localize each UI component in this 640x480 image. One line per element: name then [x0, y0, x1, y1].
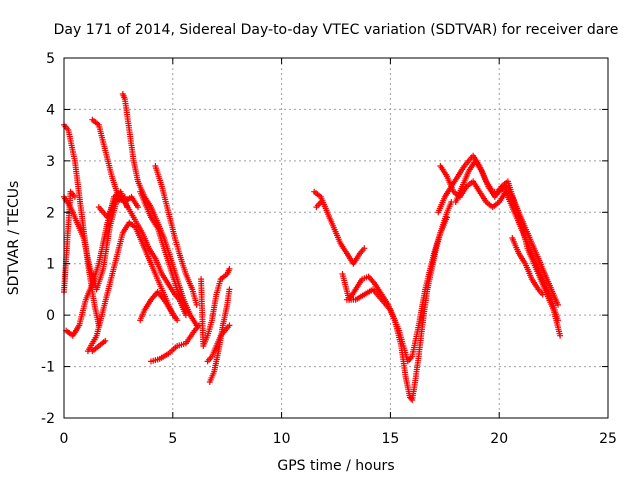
- y-axis-label: SDTVAR / TECUs: [6, 181, 22, 296]
- data-point: [226, 286, 233, 293]
- tick-labels: 0 5 10 15 20 25 -2 -1 0 1 2 3 4 5: [41, 51, 617, 447]
- y-tick-label: 0: [46, 308, 55, 324]
- y-tick-label: 2: [46, 205, 55, 221]
- y-tick-label: 5: [46, 51, 55, 67]
- data-point: [539, 291, 546, 298]
- axis-ticks: [63, 57, 609, 419]
- data-point: [193, 301, 200, 308]
- x-tick-label: 20: [490, 431, 508, 447]
- data-point: [174, 317, 181, 324]
- plot-frame: [63, 57, 609, 419]
- data-point: [226, 322, 233, 329]
- y-tick-label: 1: [46, 257, 55, 273]
- x-tick-label: 0: [60, 431, 69, 447]
- data-point: [226, 265, 233, 272]
- x-tick-label: 10: [273, 431, 291, 447]
- chart-title: Day 171 of 2014, Sidereal Day-to-day VTE…: [54, 22, 619, 38]
- data-point: [71, 193, 78, 200]
- x-axis-label: GPS time / hours: [277, 458, 394, 474]
- y-tick-label: 3: [46, 154, 55, 170]
- data-point: [317, 199, 324, 205]
- data-point: [555, 301, 561, 308]
- data-point: [557, 332, 564, 339]
- data-point: [135, 204, 141, 211]
- y-tick-label: -1: [41, 360, 55, 376]
- y-tick-label: -2: [41, 411, 55, 427]
- data-point: [102, 337, 109, 344]
- x-tick-label: 5: [168, 431, 177, 447]
- x-tick-label: 15: [381, 431, 399, 447]
- data-points: [61, 91, 564, 403]
- x-tick-label: 25: [599, 431, 617, 447]
- data-point: [361, 245, 368, 252]
- y-tick-label: 4: [46, 102, 55, 118]
